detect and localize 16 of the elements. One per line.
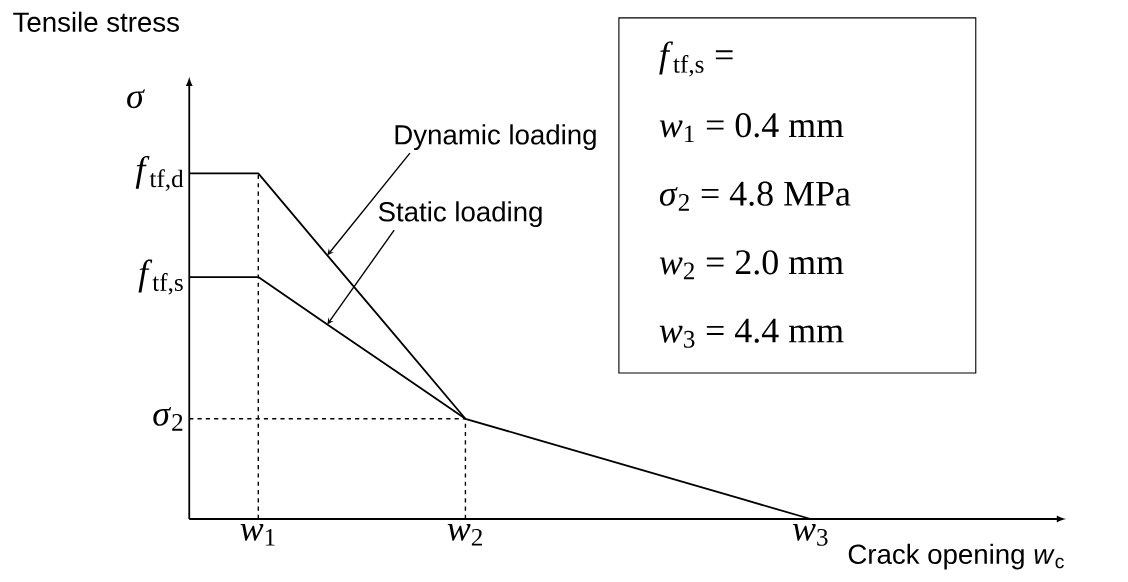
x-axis-title: Crack opening w$_{c}$ bbox=[848, 543, 1064, 570]
annotation: Static loading bbox=[378, 201, 542, 228]
text: f$_{tf,s}$ bbox=[138, 259, 183, 295]
text: Dynamic loading bbox=[395, 124, 596, 151]
x-tick-label: w$_{2}$ bbox=[447, 523, 482, 546]
text: w$_{1}$ = 0.4 mm bbox=[659, 113, 844, 143]
annotation: σ$_{2}$ = 4.8 MPa bbox=[659, 181, 851, 211]
annotation: w$_{2}$ = 2.0 mm bbox=[659, 250, 844, 280]
text: σ$_{2}$ bbox=[153, 406, 183, 431]
text: f$_{tf,d}$ bbox=[135, 155, 184, 191]
x-tick-label: w$_{1}$ bbox=[240, 523, 275, 546]
annotation: w$_{3}$ = 4.4 mm bbox=[659, 318, 844, 348]
x-tick-label: w$_{3}$ bbox=[792, 523, 828, 546]
text: Tensile stress bbox=[13, 11, 179, 32]
text: f$_{tf,s}$ = bbox=[659, 41, 733, 77]
text: σ bbox=[127, 89, 145, 109]
